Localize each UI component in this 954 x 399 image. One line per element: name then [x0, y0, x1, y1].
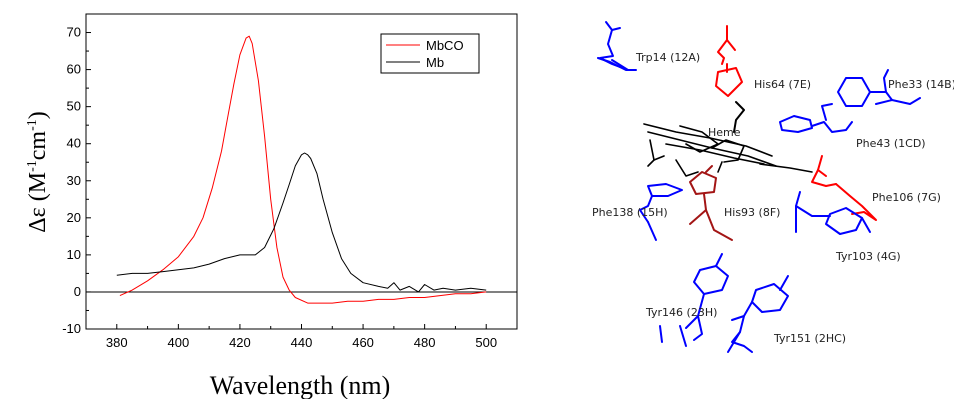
phe43-residue: [779, 103, 853, 133]
label-tyr103: Tyr103 (4G): [835, 250, 901, 263]
legend-box: [380, 33, 480, 74]
y-tick-label: 60: [67, 62, 81, 77]
x-axis-ticks: 380 400 420 440 460 480 500: [106, 324, 518, 350]
tyr151-residue: [727, 275, 789, 353]
label-phe43: Phe43 (1CD): [856, 137, 926, 150]
legend-label-mb: Mb: [426, 55, 444, 70]
y-label-sup2: -1: [25, 119, 40, 131]
label-tyr146: Tyr146 (23H): [645, 306, 717, 319]
his64-residue: [715, 25, 743, 97]
y-tick-label: 30: [67, 173, 81, 188]
y-tick-label: 40: [67, 136, 81, 151]
legend-label-mbco: MbCO: [426, 38, 464, 53]
series-line-mbco: [119, 35, 487, 304]
x-tick-label: 440: [291, 335, 313, 350]
y-tick-label: 50: [67, 99, 81, 114]
phe138-residue: [639, 183, 683, 241]
trp14-residue: [597, 21, 637, 71]
cd-spectrum-chart: -10 0 10 20 30 40 50 60 70 380 400 420 440 460 480 500…: [25, 13, 518, 399]
x-tick-label: 400: [168, 335, 190, 350]
x-tick-label: 420: [229, 335, 251, 350]
label-his64: His64 (7E): [754, 78, 811, 91]
label-his93: His93 (8F): [724, 206, 780, 219]
label-trp14: Trp14 (12A): [635, 51, 700, 64]
x-axis-label: Wavelength (nm): [210, 371, 391, 399]
y-tick-label: 0: [74, 284, 81, 299]
legend: MbCO Mb: [380, 33, 480, 74]
tyr146-residue: [659, 253, 729, 347]
label-phe33: Phe33 (14B): [888, 78, 954, 91]
y-axis-ticks: -10 0 10 20 30 40 50 60 70: [62, 25, 91, 336]
heme-group: [643, 123, 813, 177]
y-tick-label: 20: [67, 210, 81, 225]
series-lines: [116, 35, 487, 304]
myoglobin-heme-pocket-structure: Trp14 (12A) His64 (7E) Phe33 (14B) Heme …: [592, 21, 954, 353]
phe106-residue: [811, 155, 877, 221]
his64-link: [733, 101, 745, 133]
y-label-end: ): [25, 111, 51, 119]
label-tyr151: Tyr151 (2HC): [773, 332, 846, 345]
label-phe138: Phe138 (15H): [592, 206, 668, 219]
phe33-residue: [837, 69, 921, 107]
series-line-mb: [116, 152, 487, 293]
x-tick-label: 460: [352, 335, 374, 350]
y-label-mid: cm: [25, 131, 51, 161]
label-phe106: Phe106 (7G): [872, 191, 941, 204]
y-tick-label: -10: [62, 321, 81, 336]
y-label-main: Δε (M: [25, 172, 51, 233]
tyr103-residue: [795, 191, 871, 235]
x-tick-label: 500: [475, 335, 497, 350]
his93-residue: [689, 165, 733, 241]
y-tick-label: 70: [67, 25, 81, 40]
label-heme: Heme: [708, 126, 741, 139]
y-label-sup1: -1: [25, 160, 40, 172]
x-tick-label: 380: [106, 335, 128, 350]
x-tick-label: 480: [414, 335, 436, 350]
y-tick-label: 10: [67, 247, 81, 262]
y-axis-label: Δε (M-1cm-1): [25, 111, 51, 233]
